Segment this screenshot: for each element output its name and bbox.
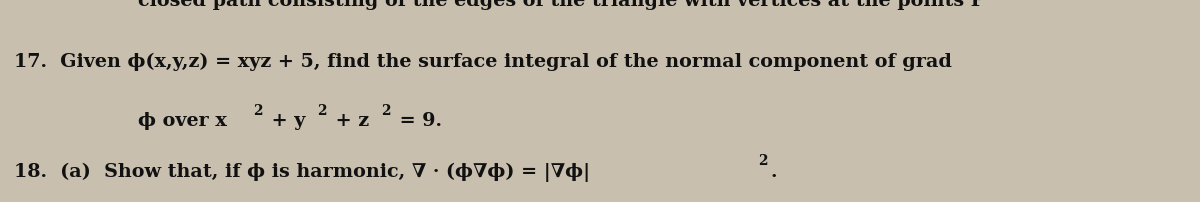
Text: .: . — [770, 162, 776, 180]
Text: closed path consisting of the edges of the triangle with vertices at the points : closed path consisting of the edges of t… — [138, 0, 985, 10]
Text: 18.  (a)  Show that, if ϕ is harmonic, ∇ · (ϕ∇ϕ) = |∇ϕ|: 18. (a) Show that, if ϕ is harmonic, ∇ ·… — [14, 162, 590, 181]
Text: + y: + y — [265, 111, 305, 129]
Text: = 9.: = 9. — [394, 111, 443, 129]
Text: 2: 2 — [317, 103, 326, 117]
Text: 2: 2 — [253, 103, 262, 117]
Text: + z: + z — [329, 111, 370, 129]
Text: 2: 2 — [757, 154, 767, 168]
Text: 2: 2 — [382, 103, 390, 117]
Text: 17.  Given ϕ(x,y,z) = xyz + 5, find the surface integral of the normal component: 17. Given ϕ(x,y,z) = xyz + 5, find the s… — [14, 53, 953, 71]
Text: ϕ over x: ϕ over x — [138, 111, 227, 129]
